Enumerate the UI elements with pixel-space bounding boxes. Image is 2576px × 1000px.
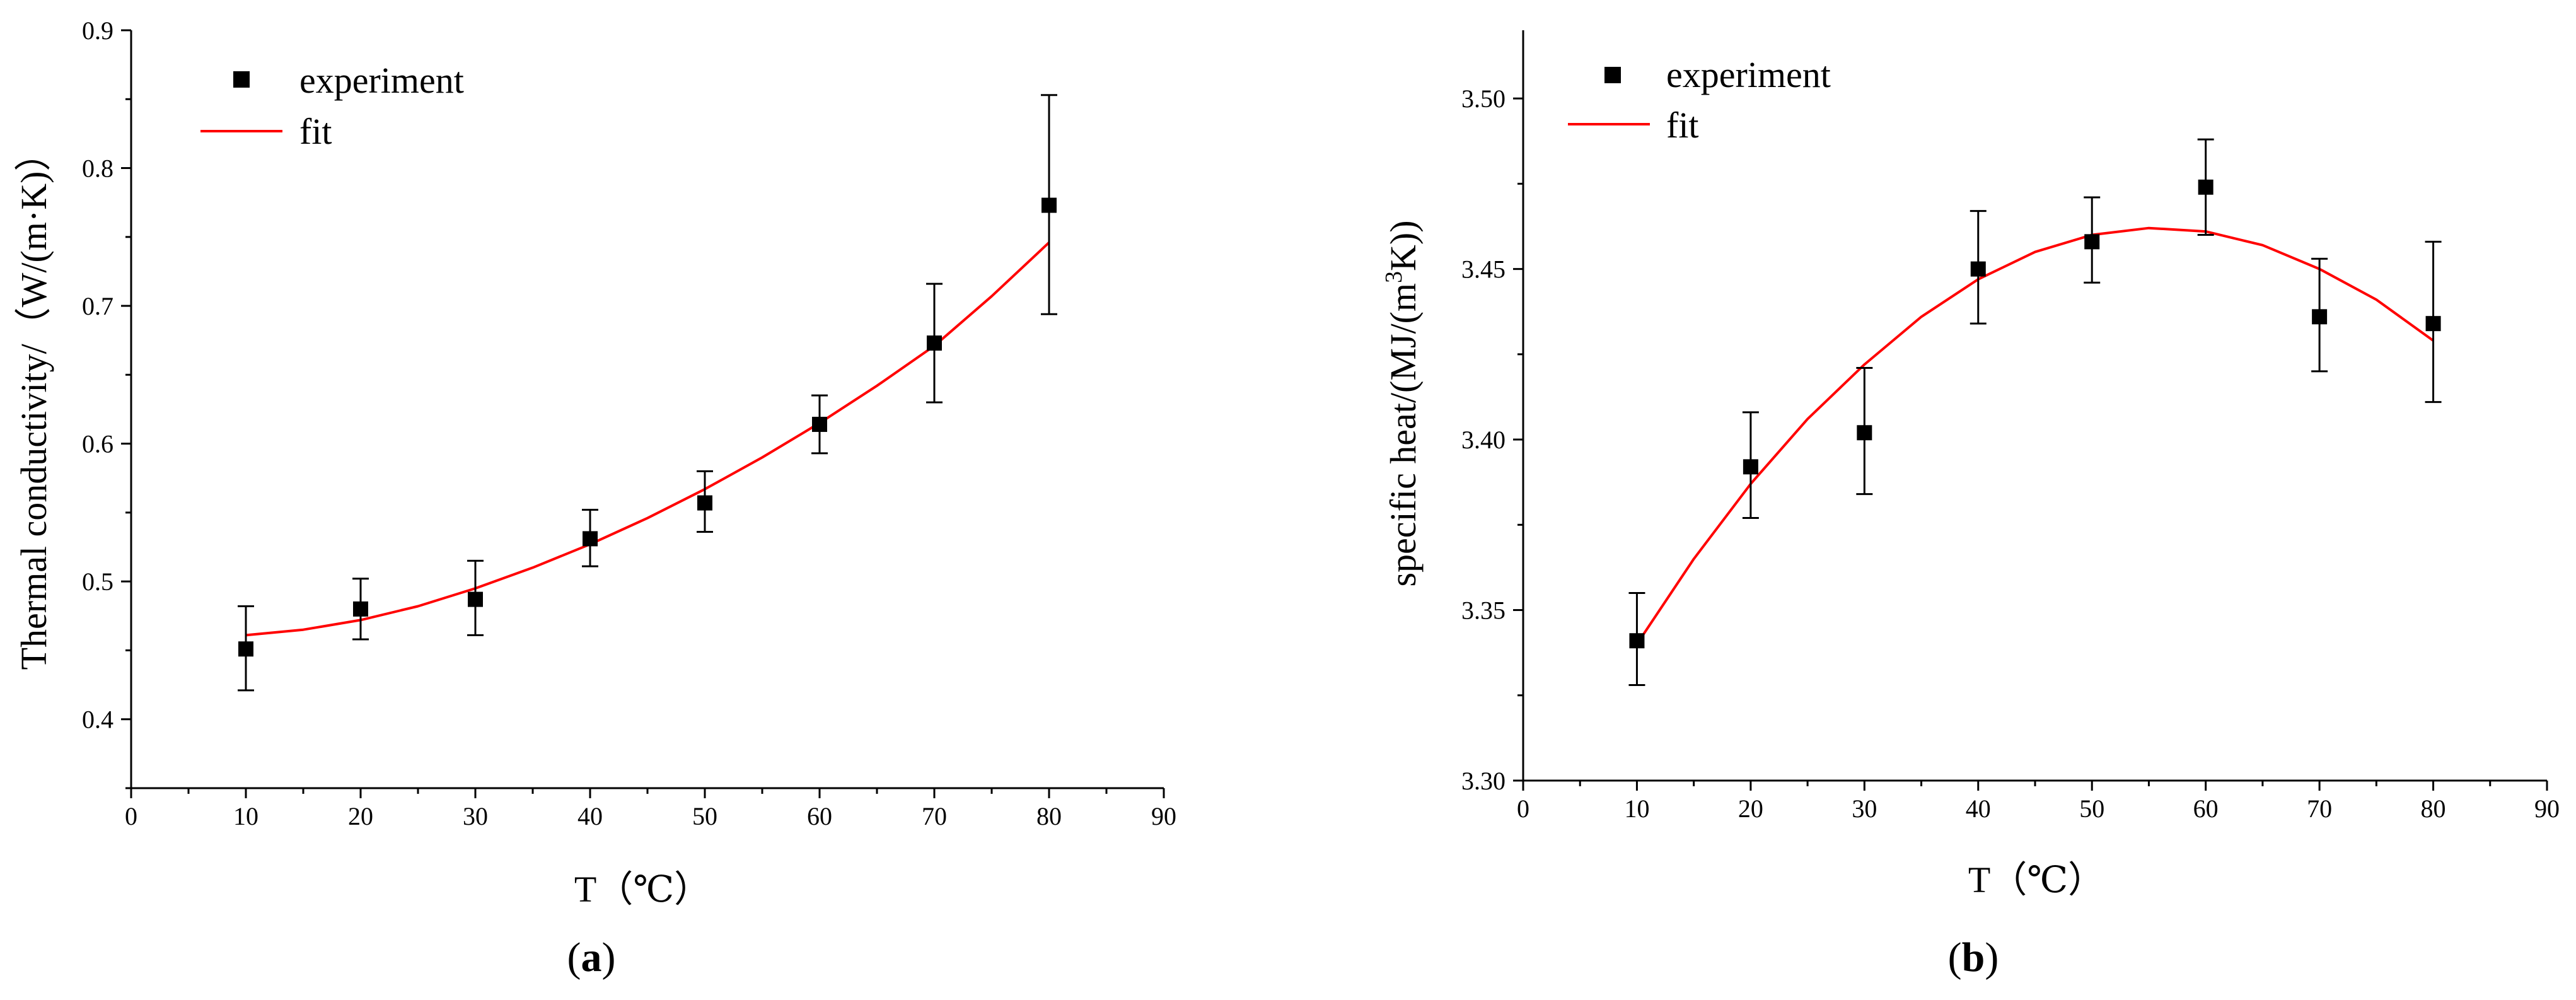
x-axis-title-b: T（℃） (1968, 859, 2104, 900)
data-point-a (927, 335, 942, 351)
y-tick-label-a: 0.9 (82, 16, 113, 45)
y-tick-label-b: 3.45 (1461, 255, 1506, 284)
y-axis-title-b-main: specific heat/(MJ/(m (1383, 283, 1424, 587)
chart-panel-b: 0 10 20 30 40 50 60 70 80 903.303.353.403.453.50 … (1381, 30, 2560, 980)
x-tick-label-a: 0 (125, 802, 137, 830)
y-tick-label-a: 0.7 (82, 292, 113, 320)
y-axis-title-a: Thermal conductivity/（W/(m·K)） (13, 135, 54, 670)
plot-area-a: 0 10 20 30 40 50 60 70 80 90 0.4 0.5 0.6 0.7 0.8 0.9 (82, 16, 1176, 830)
data-point-a (353, 601, 368, 617)
x-tick-label-a: 80 (1036, 802, 1062, 830)
plot-area-b: 0 10 20 30 40 50 60 70 80 90 3.30 3.35 3.40 3.45 3.50 (1461, 30, 2560, 823)
x-tick-label-b: 40 (1966, 794, 1991, 823)
data-point-b (1970, 261, 1986, 277)
y-tick-label-b: 3.30 (1461, 767, 1506, 795)
legend-experiment-label-b: experiment (1666, 54, 1831, 95)
panel-label-a: (a) (567, 934, 616, 980)
x-tick-label-a: 60 (807, 802, 832, 830)
panel-label-b: (b) (1948, 934, 1999, 980)
x-tick-label-a: 20 (348, 802, 373, 830)
x-tick-label-b: 80 (2421, 794, 2446, 823)
x-tick-label-b: 0 (1517, 794, 1529, 823)
x-tick-label-a: 70 (922, 802, 947, 830)
data-point-b (2425, 316, 2441, 332)
x-tick-label-b: 60 (2193, 794, 2219, 823)
fit-curve-a (245, 241, 1050, 637)
y-tick-label-a: 0.4 (82, 706, 113, 734)
data-point-b (2198, 179, 2213, 195)
data-point-b (2084, 234, 2100, 250)
x-axis-title-a: T（℃） (574, 869, 711, 910)
legend-b: experiment fit (1568, 54, 1831, 146)
data-point-a (697, 495, 712, 511)
data-point-a (468, 591, 483, 607)
data-point-b (1857, 425, 1872, 441)
data-point-a (1041, 197, 1057, 213)
data-point-a (238, 641, 253, 657)
x-tick-label-a: 50 (692, 802, 717, 830)
x-tick-label-a: 40 (577, 802, 603, 830)
y-tick-label-b: 3.35 (1461, 596, 1506, 625)
y-tick-label-a: 0.5 (82, 567, 113, 596)
y-tick-label-a: 0.6 (82, 430, 113, 458)
x-tick-label-b: 10 (1624, 794, 1649, 823)
legend-fit-label-a: fit (299, 111, 332, 152)
legend-experiment-marker-a (233, 71, 250, 88)
data-point-b (1629, 633, 1645, 649)
y-axis-title-b-end: K)) (1383, 220, 1424, 271)
legend-fit-label-b: fit (1666, 105, 1699, 146)
x-tick-label-a: 30 (463, 802, 488, 830)
x-tick-label-a: 10 (233, 802, 258, 830)
legend-a: experiment fit (200, 60, 464, 152)
data-point-a (812, 417, 827, 433)
y-tick-label-b: 3.50 (1461, 84, 1506, 113)
y-axis-title-b: specific heat/(MJ/(m3K)) (1381, 220, 1424, 586)
x-tick-label-b: 20 (1738, 794, 1763, 823)
x-tick-label-b: 30 (1852, 794, 1877, 823)
y-tick-label-a: 0.8 (82, 154, 113, 183)
legend-experiment-marker-b (1604, 67, 1621, 83)
data-point-b (1743, 459, 1758, 475)
legend-experiment-label-a: experiment (299, 60, 464, 101)
data-point-b (2312, 309, 2328, 325)
x-tick-label-b: 70 (2307, 794, 2332, 823)
chart-panel-a: 0 10 20 30 40 50 60 70 80 90 0.4 0.5 0.6 0.7 0.8 0.9 ex… (13, 16, 1176, 980)
x-tick-label-b: 90 (2534, 794, 2560, 823)
fit-curve-b (1635, 226, 2434, 645)
x-tick-label-a: 90 (1151, 802, 1176, 830)
x-tick-label-b: 50 (2079, 794, 2104, 823)
y-axis-title-b-sup: 3 (1381, 271, 1407, 283)
y-tick-label-b: 3.40 (1461, 426, 1506, 454)
data-point-a (583, 531, 598, 547)
